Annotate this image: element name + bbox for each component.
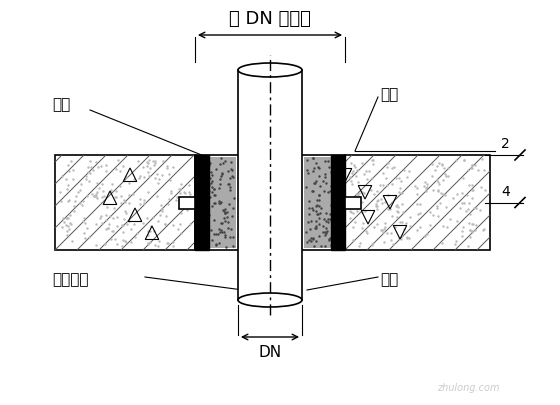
Bar (197, 157, 236, 248)
Ellipse shape (238, 293, 302, 307)
Text: 2: 2 (501, 137, 510, 151)
Text: 小管: 小管 (380, 273, 398, 288)
Text: zhulong.com: zhulong.com (437, 383, 500, 393)
Text: DN: DN (258, 345, 282, 360)
Bar (195, 155, 345, 250)
Bar (304, 157, 343, 248)
Bar (345, 155, 490, 250)
Text: 4: 4 (501, 185, 510, 198)
Text: 比 DN 大二号: 比 DN 大二号 (229, 10, 311, 28)
Bar (238, 70, 302, 300)
Polygon shape (195, 155, 209, 250)
Text: 油麻: 油麻 (52, 98, 70, 113)
Text: 套管: 套管 (380, 87, 398, 102)
Polygon shape (331, 155, 345, 250)
Bar (345, 196, 361, 209)
Text: 石棉水泥: 石棉水泥 (52, 273, 88, 288)
Bar (179, 196, 195, 209)
Ellipse shape (238, 63, 302, 77)
Bar (55, 155, 195, 250)
